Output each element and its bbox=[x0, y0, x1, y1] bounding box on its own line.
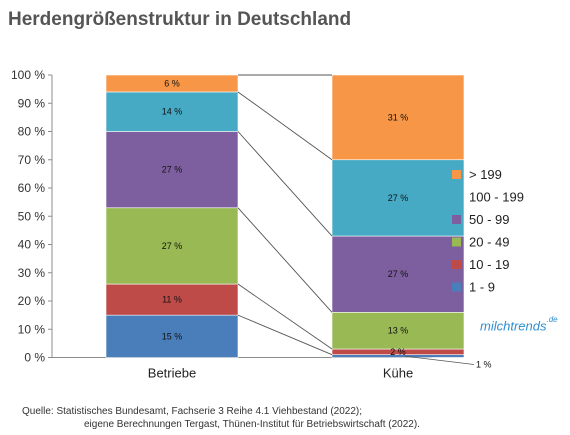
data-label: 2 % bbox=[390, 347, 406, 357]
data-label: 27 % bbox=[388, 269, 409, 279]
legend-swatch bbox=[452, 237, 461, 247]
legend-label: 20 - 49 bbox=[469, 235, 509, 250]
x-tick-label: Kühe bbox=[383, 366, 413, 381]
source-line-1: Quelle: Statistisches Bundesamt, Fachser… bbox=[22, 406, 363, 417]
data-label: 1 % bbox=[476, 360, 492, 370]
data-label: 27 % bbox=[162, 165, 183, 175]
y-tick-label: 50 % bbox=[18, 209, 46, 223]
data-label: 14 % bbox=[162, 107, 183, 117]
legend-swatch bbox=[452, 215, 461, 224]
logo-text: milchtrends bbox=[480, 318, 547, 334]
data-label: 15 % bbox=[162, 331, 183, 341]
legend-label: 10 - 19 bbox=[469, 257, 509, 272]
y-tick-label: 10 % bbox=[18, 322, 46, 336]
bar-segment bbox=[105, 74, 239, 93]
source-line-2: eigene Berechnungen Tergast, Thünen-Inst… bbox=[84, 419, 420, 430]
data-label: 6 % bbox=[164, 78, 180, 88]
bar-segment bbox=[331, 235, 465, 313]
bar-segment bbox=[331, 74, 465, 161]
connector-line bbox=[237, 91, 333, 161]
legend-swatch bbox=[452, 260, 461, 269]
y-tick-label: 20 % bbox=[18, 294, 46, 308]
y-tick-label: 60 % bbox=[18, 181, 46, 195]
data-label: 11 % bbox=[162, 295, 182, 305]
data-label: 27 % bbox=[388, 193, 409, 203]
bar-segment bbox=[331, 311, 465, 350]
y-tick-label: 0 % bbox=[24, 351, 45, 365]
y-tick-label: 80 % bbox=[18, 125, 46, 139]
y-tick-label: 30 % bbox=[18, 266, 46, 280]
legend-label: 1 - 9 bbox=[469, 280, 495, 295]
bar-segment bbox=[105, 131, 239, 209]
connector-line bbox=[237, 283, 333, 350]
legend-label: 100 - 199 bbox=[469, 190, 524, 205]
bar-segment bbox=[331, 159, 465, 237]
y-tick-label: 100 % bbox=[11, 68, 45, 82]
legend-swatch bbox=[452, 282, 461, 292]
leader-line bbox=[404, 355, 475, 365]
legend-swatch bbox=[452, 170, 461, 179]
legend-label: > 199 bbox=[469, 167, 502, 182]
chart-title: Herdengrößenstruktur in Deutschland bbox=[8, 9, 352, 30]
logo-suffix: .de bbox=[546, 315, 558, 324]
bar-segment bbox=[105, 91, 239, 132]
data-label: 13 % bbox=[388, 326, 409, 336]
bar-segment bbox=[105, 314, 239, 358]
connector-line bbox=[237, 314, 333, 356]
legend-swatch bbox=[452, 192, 461, 202]
x-tick-label: Betriebe bbox=[148, 366, 196, 381]
connector-line bbox=[237, 131, 333, 237]
y-tick-label: 90 % bbox=[18, 96, 46, 110]
data-label: 31 % bbox=[388, 112, 409, 122]
y-tick-label: 70 % bbox=[18, 153, 46, 167]
y-tick-label: 40 % bbox=[18, 238, 46, 252]
data-label: 27 % bbox=[162, 241, 183, 251]
milchtrends-logo: milchtrends.de bbox=[480, 315, 558, 334]
connector-line bbox=[237, 207, 333, 313]
legend-label: 50 - 99 bbox=[469, 212, 509, 227]
